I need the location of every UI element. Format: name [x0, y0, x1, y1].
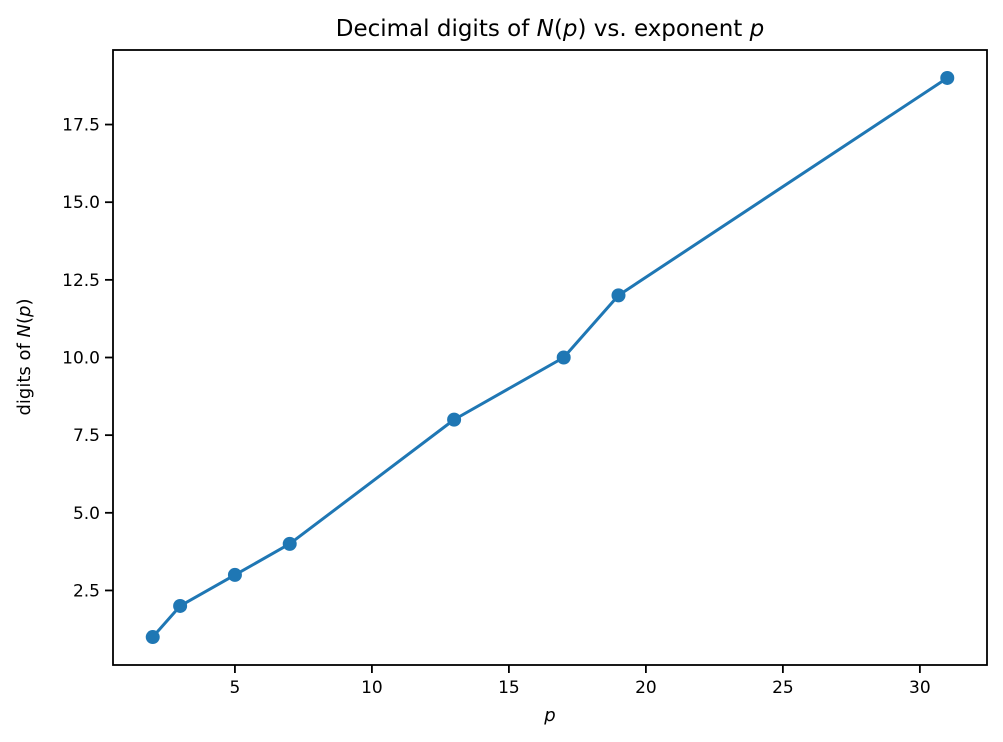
x-tick-label: 15 — [498, 678, 520, 698]
y-axis-label: digits of N(p) — [14, 298, 35, 415]
data-point — [227, 567, 242, 582]
data-point — [282, 536, 297, 551]
chart-title: Decimal digits of N(p) vs. exponent p — [336, 16, 764, 42]
y-tick-label: 5.0 — [73, 504, 100, 524]
x-axis-label: p — [543, 705, 555, 726]
y-tick-label: 7.5 — [73, 426, 100, 446]
y-tick-label: 2.5 — [73, 581, 100, 601]
data-point — [611, 288, 626, 303]
data-point — [556, 350, 571, 365]
y-tick-label: 15.0 — [62, 193, 100, 213]
x-tick-label: 10 — [361, 678, 383, 698]
y-tick-label: 17.5 — [62, 116, 100, 136]
data-point — [173, 598, 188, 613]
x-tick-label: 5 — [230, 678, 241, 698]
axes-frame — [112, 49, 988, 666]
y-tick-label: 12.5 — [62, 271, 100, 291]
data-point — [145, 630, 160, 645]
data-point — [940, 70, 955, 85]
x-tick-label: 20 — [635, 678, 657, 698]
plot-area: 5 10 15 20 25 30 2.5 5.0 7.5 10.0 12.5 15.0 17.5 — [62, 49, 988, 698]
data-point — [447, 412, 462, 427]
data-line — [151, 76, 949, 639]
x-tick-label: 30 — [909, 678, 931, 698]
y-tick-label: 10.0 — [62, 349, 100, 369]
x-tick-label: 25 — [772, 678, 794, 698]
